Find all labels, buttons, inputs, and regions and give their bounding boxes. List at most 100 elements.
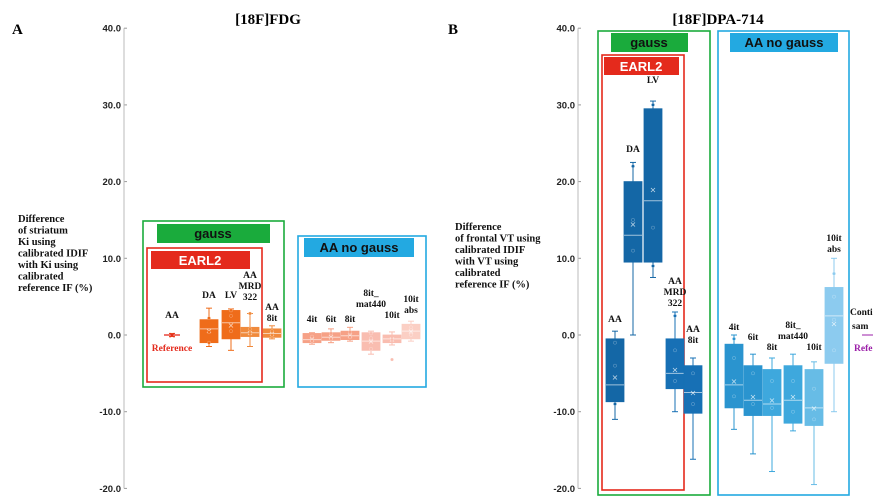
panel-a-box-point (390, 337, 394, 342)
panel-a-y-label-line: Difference (18, 214, 65, 225)
panel-b-category-label: AA (608, 315, 622, 325)
panel-b-y-label-line: calibrated IDIF (455, 245, 525, 256)
panel-b-category-label: mat440 (778, 332, 808, 342)
panel-b-category-label: AA (668, 277, 682, 287)
panel-a-aa-no-gauss-label: AA no gauss (320, 240, 399, 255)
panel-b-box-point (631, 248, 635, 253)
panel-b-box-body (643, 108, 663, 263)
panel-b-box-point (732, 394, 736, 399)
panel-a-y-tick-label: 30.0 (103, 100, 122, 111)
panel-b-category-label: 4it (729, 323, 740, 333)
panel-b-box-mean: × (769, 396, 776, 405)
panel-a-category-label: mat440 (356, 300, 386, 310)
panel-a-aa-no-gauss-frame (297, 235, 427, 388)
panel-b-box-point (791, 409, 795, 414)
panel-b-y-tick-label: -20.0 (553, 484, 575, 495)
panel-b-box-body (804, 369, 824, 426)
panel-a-category-label: AA (165, 311, 179, 321)
panel-a-box-point (310, 339, 314, 343)
panel-b-box-body (824, 287, 844, 364)
panel-a-box-1: ×DA (199, 291, 219, 348)
panel-a-box-point (207, 316, 211, 320)
panel-b-box-point (651, 103, 655, 107)
panel-b-box-point (770, 379, 774, 383)
panel-a-box-point (248, 331, 252, 336)
panel-a-box-point (248, 327, 252, 331)
panel-b-box-9: × 10it (804, 343, 824, 486)
panel-a-box-point (369, 336, 373, 340)
panel-a-box-point (270, 329, 274, 333)
panel-b-box-mean: × (690, 389, 697, 398)
panel-b-category-label: 8it_ (785, 321, 801, 331)
panel-b-box-point (832, 317, 836, 322)
panel-a-box-2: × LV (221, 291, 241, 351)
panel-b-box-6: × 6it (743, 333, 763, 455)
panel-b-y-tick-label: -10.0 (553, 407, 575, 418)
panel-a-category-label: 4it (307, 315, 318, 325)
panel-a-boxes: ×AA×DA×LV×AAMRD322×AA8it×4it×6it×8it×8it… (164, 271, 421, 362)
panel-b-category-label: abs (827, 245, 841, 255)
panel-b-y-axis: 40.0 30.0 20.0 10.0 0.0 -10.0 -20.0 (553, 24, 581, 495)
panel-b-box-body (683, 365, 703, 414)
panel-b-box-body (605, 338, 625, 403)
panel-b-box-point (651, 225, 655, 230)
panel-b-earl2-label: EARL2 (620, 59, 663, 74)
panel-b-box-point (732, 337, 736, 341)
panel-b-y-tick-label: 0.0 (562, 331, 575, 342)
panel-a-box-point (348, 335, 352, 340)
panel-b-box-point (631, 218, 635, 222)
panel-b-box-1: × DA (623, 145, 643, 336)
panel-a-category-label: 322 (243, 293, 258, 303)
panel-b-box-point (631, 164, 635, 169)
panel-a-category-label: 8it (345, 315, 356, 325)
panel-b-category-label: DA (626, 145, 640, 155)
panel-a-y-tick-label: -10.0 (99, 407, 121, 418)
panel-a-box-point (329, 337, 333, 341)
panel-b-box-mean: × (731, 377, 738, 386)
panel-b-y-tick-label: 40.0 (557, 24, 576, 35)
panel-a-category-label: 8it_ (363, 289, 379, 299)
panel-b-category-label: 322 (668, 299, 683, 309)
panel-a-y-label-line: reference IF (%) (18, 283, 93, 294)
panel-a-box-mean: × (347, 331, 354, 340)
panel-a-y-axis: 40.0 30.0 20.0 10.0 0.0 -10.0 -20.0 (99, 24, 127, 495)
panel-a-title: [18F]FDG (235, 12, 301, 28)
panel-b-box-point (832, 348, 836, 353)
panel-a-box-mean: × (368, 337, 375, 346)
panel-a-category-label: 8it (267, 314, 278, 324)
panel-b-category-label: MRD (664, 288, 687, 298)
panel-a-box-mean: × (408, 327, 415, 336)
panel-b-y-label: Difference of frontal VT using calibrated … (455, 222, 541, 291)
panel-b-aa-no-gauss-tag (730, 33, 838, 52)
panel-a-y-label-line: calibrated IDIF (18, 249, 88, 260)
panel-b-box-point (812, 386, 816, 391)
panel-b-box-point (673, 314, 677, 318)
panel-b-box-mean: × (672, 366, 679, 375)
panel-b-y-tick-label: 10.0 (557, 254, 576, 265)
panel-b-box-point (832, 294, 836, 299)
panel-b-box-8: × 8it_mat440 (778, 321, 808, 432)
panel-a-box-0: × AA (164, 311, 180, 341)
panel-a-y-tick-label: 40.0 (103, 24, 122, 35)
panel-a-category-label: AA (265, 303, 279, 313)
panel-a-y-tick-label: 10.0 (103, 254, 122, 265)
panel-a-category-label: MRD (239, 282, 262, 292)
panel-a-box-5: × 4it (302, 315, 322, 345)
panel-b-earl2-tag (604, 57, 679, 75)
panel-b-box-mean: × (650, 185, 657, 194)
panel-a-box-mean: × (328, 333, 335, 342)
panel-a-y-label-line: Ki using (18, 237, 56, 248)
panel-b-box-point (651, 264, 655, 268)
panel-a-box-point (229, 314, 233, 318)
panel-a-earl2-label: EARL2 (179, 253, 222, 268)
panel-b-category-label: 8it (767, 343, 778, 353)
panel-b-category-label: 10it (806, 343, 822, 353)
panel-b-y-label-line: of frontal VT using (455, 234, 541, 245)
panel-a-y-label: Difference of striatum Ki using calibrated … (18, 214, 93, 294)
panel-a-category-label: DA (202, 291, 216, 301)
panel-a-box-9: ×10it (382, 311, 402, 362)
